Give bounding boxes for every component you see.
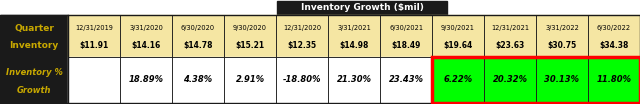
Text: $19.64: $19.64 (444, 41, 472, 50)
Text: 12/31/2021: 12/31/2021 (491, 25, 529, 31)
Text: 6/30/2021: 6/30/2021 (389, 25, 423, 31)
Bar (68, 57, 120, 103)
Bar (224, 57, 276, 103)
Bar (0, 15, 68, 57)
Bar (0, 57, 68, 103)
Bar (484, 57, 536, 103)
Bar (380, 15, 432, 57)
Bar (172, 57, 224, 103)
Bar (120, 57, 172, 103)
Text: 12/31/2019: 12/31/2019 (75, 25, 113, 31)
Bar (380, 15, 432, 57)
Bar (328, 57, 380, 103)
Text: 3/31/2022: 3/31/2022 (545, 25, 579, 31)
Text: Inventory: Inventory (10, 41, 59, 50)
Text: $23.63: $23.63 (495, 41, 525, 50)
Bar (0, 15, 640, 103)
Text: 30.13%: 30.13% (545, 76, 579, 84)
Bar (432, 57, 484, 103)
Bar (536, 15, 588, 57)
Bar (224, 15, 276, 57)
Bar (120, 15, 172, 57)
Bar (432, 15, 484, 57)
Text: Growth: Growth (17, 86, 51, 95)
Bar (276, 15, 328, 57)
Bar (276, 57, 328, 103)
Text: 9/30/2021: 9/30/2021 (441, 25, 475, 31)
Text: 3/31/2020: 3/31/2020 (129, 25, 163, 31)
Bar (588, 15, 640, 57)
Text: $15.21: $15.21 (236, 41, 264, 50)
Text: 21.30%: 21.30% (337, 76, 371, 84)
Bar (172, 15, 224, 57)
Text: $11.91: $11.91 (79, 41, 109, 50)
Bar (484, 57, 536, 103)
Bar (536, 57, 588, 103)
Bar (380, 57, 432, 103)
Bar (68, 57, 120, 103)
Bar (276, 57, 328, 103)
Bar (328, 15, 380, 57)
Bar (172, 15, 224, 57)
Bar (328, 15, 380, 57)
Bar (588, 57, 640, 103)
Text: 18.89%: 18.89% (129, 76, 163, 84)
Text: $14.98: $14.98 (339, 41, 369, 50)
Bar (536, 57, 588, 103)
Text: $18.49: $18.49 (391, 41, 420, 50)
Text: 6/30/2020: 6/30/2020 (181, 25, 215, 31)
Text: 6.22%: 6.22% (444, 76, 472, 84)
Text: 2.91%: 2.91% (236, 76, 264, 84)
Text: $34.38: $34.38 (599, 41, 628, 50)
Text: -18.80%: -18.80% (283, 76, 321, 84)
Bar (484, 15, 536, 57)
Bar (328, 57, 380, 103)
Text: Inventory %: Inventory % (6, 68, 63, 77)
Text: $30.75: $30.75 (547, 41, 577, 50)
Bar (432, 15, 484, 57)
Bar (432, 57, 484, 103)
Text: 23.43%: 23.43% (388, 76, 424, 84)
Text: 3/31/2021: 3/31/2021 (337, 25, 371, 31)
Text: 20.32%: 20.32% (493, 76, 527, 84)
Text: 12/31/2020: 12/31/2020 (283, 25, 321, 31)
Text: $12.35: $12.35 (287, 41, 317, 50)
Text: 6/30/2022: 6/30/2022 (597, 25, 631, 31)
Bar (120, 15, 172, 57)
Bar (588, 57, 640, 103)
Bar (224, 57, 276, 103)
Text: $14.16: $14.16 (131, 41, 161, 50)
Text: Quarter: Quarter (14, 24, 54, 33)
Bar (484, 15, 536, 57)
Bar (120, 57, 172, 103)
Text: Inventory Growth ($mil): Inventory Growth ($mil) (301, 4, 424, 12)
Bar (536, 15, 588, 57)
Text: 9/30/2020: 9/30/2020 (233, 25, 267, 31)
Text: $14.78: $14.78 (183, 41, 212, 50)
Bar (68, 15, 120, 57)
Bar (432, 57, 640, 103)
Text: 4.38%: 4.38% (184, 76, 212, 84)
Bar (588, 15, 640, 57)
Bar (380, 57, 432, 103)
Bar (172, 57, 224, 103)
Bar (224, 15, 276, 57)
Bar (68, 15, 120, 57)
Bar (276, 15, 328, 57)
Bar (0, 15, 640, 103)
Bar (277, 1, 447, 15)
Text: 11.80%: 11.80% (596, 76, 632, 84)
